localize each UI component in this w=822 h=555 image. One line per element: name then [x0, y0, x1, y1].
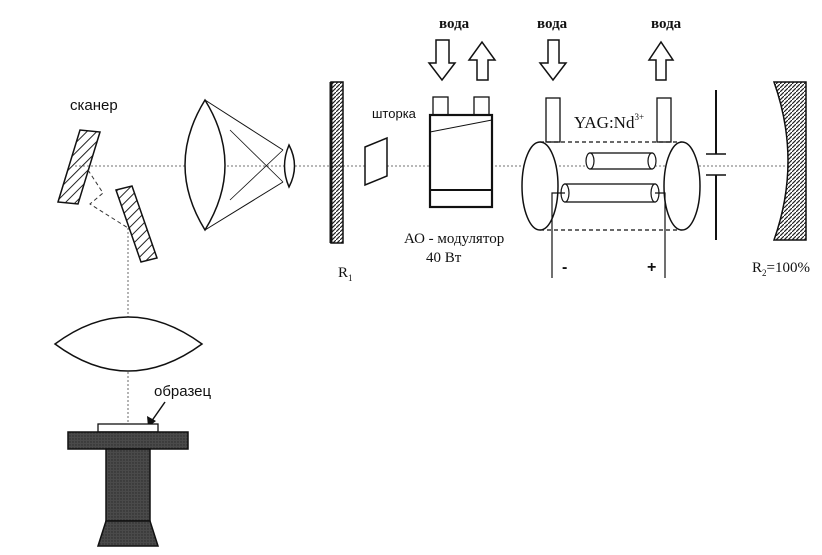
scanner-mirror-1: [57, 129, 101, 205]
laser-head: [521, 97, 701, 278]
focusing-lens: [53, 316, 204, 372]
water-out-arrow-3: [647, 40, 675, 81]
crystal-label: YAG:Nd3+: [574, 112, 644, 132]
shutter-label: шторка: [372, 106, 417, 121]
small-lens: [283, 143, 296, 189]
sample-arrow: [147, 401, 166, 427]
water-out-arrow-1: [467, 40, 497, 81]
water-in-arrow-1: [427, 39, 457, 82]
sample-stage: [67, 431, 189, 547]
ao-modulator: [428, 96, 494, 209]
sample: [97, 423, 159, 433]
r2-label: R2=100%: [752, 260, 810, 278]
plus-terminal-label: +: [647, 259, 656, 276]
ao-modulator-label: АО - модулятор: [404, 231, 504, 247]
sample-label: образец: [154, 383, 212, 400]
expander-lens: [184, 98, 284, 232]
water-label-3: вода: [651, 16, 682, 32]
scanner-mirror-2: [115, 185, 158, 263]
ao-power-label: 40 Вт: [426, 250, 462, 266]
shutter: [364, 136, 388, 187]
water-label-1: вода: [439, 16, 470, 32]
scanner-label: сканер: [70, 97, 118, 114]
output-mirror-r1: [329, 81, 344, 244]
scanner-beam-path: [87, 169, 129, 229]
rear-mirror-r2: [772, 81, 807, 241]
aperture: [706, 90, 726, 240]
water-in-arrow-2: [538, 39, 568, 82]
r1-label: R1: [338, 265, 353, 283]
minus-terminal-label: -: [562, 259, 567, 276]
water-label-2: вода: [537, 16, 568, 32]
